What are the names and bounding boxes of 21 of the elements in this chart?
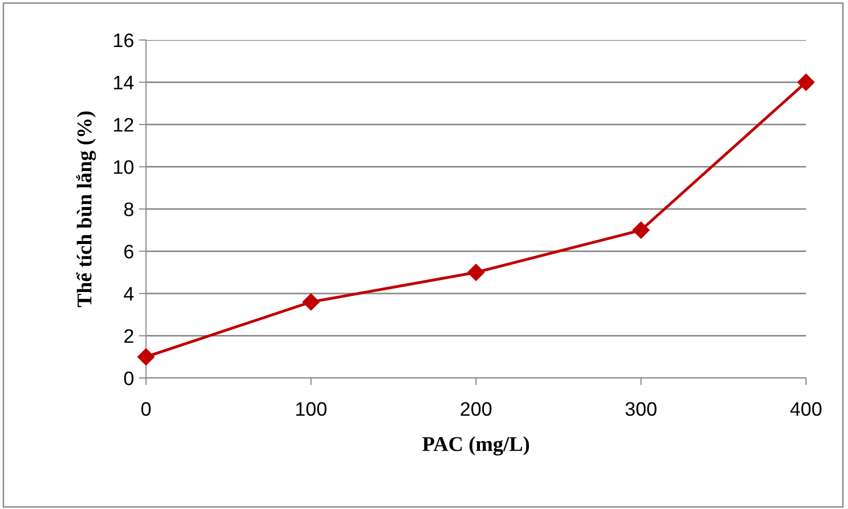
y-tick-label: 12 <box>114 118 134 132</box>
point <box>137 348 155 366</box>
x-tick-label: 200 <box>460 402 492 416</box>
x-tick-label: 100 <box>296 402 326 416</box>
x-tick-label: 300 <box>626 402 656 416</box>
y-tick-label: 0 <box>124 371 134 386</box>
y-tick-label: 14 <box>114 76 134 90</box>
point <box>302 293 320 310</box>
point <box>467 264 485 281</box>
x-axis-title: PAC (mg/L) <box>422 436 529 456</box>
y-tick-label: 4 <box>124 287 134 301</box>
y-tick-label: 8 <box>124 202 134 216</box>
x-tick-label: 400 <box>790 402 822 416</box>
y-tick-label: 2 <box>124 329 134 343</box>
y-tick-label: 10 <box>114 160 134 174</box>
point <box>797 74 815 91</box>
y-tick-label: 6 <box>124 244 134 258</box>
point <box>632 222 650 239</box>
y-tick-label: 16 <box>114 33 134 48</box>
x-tick-label: 0 <box>141 402 151 416</box>
y-axis-title: Thể tích bùn lắng (%) <box>76 112 96 308</box>
